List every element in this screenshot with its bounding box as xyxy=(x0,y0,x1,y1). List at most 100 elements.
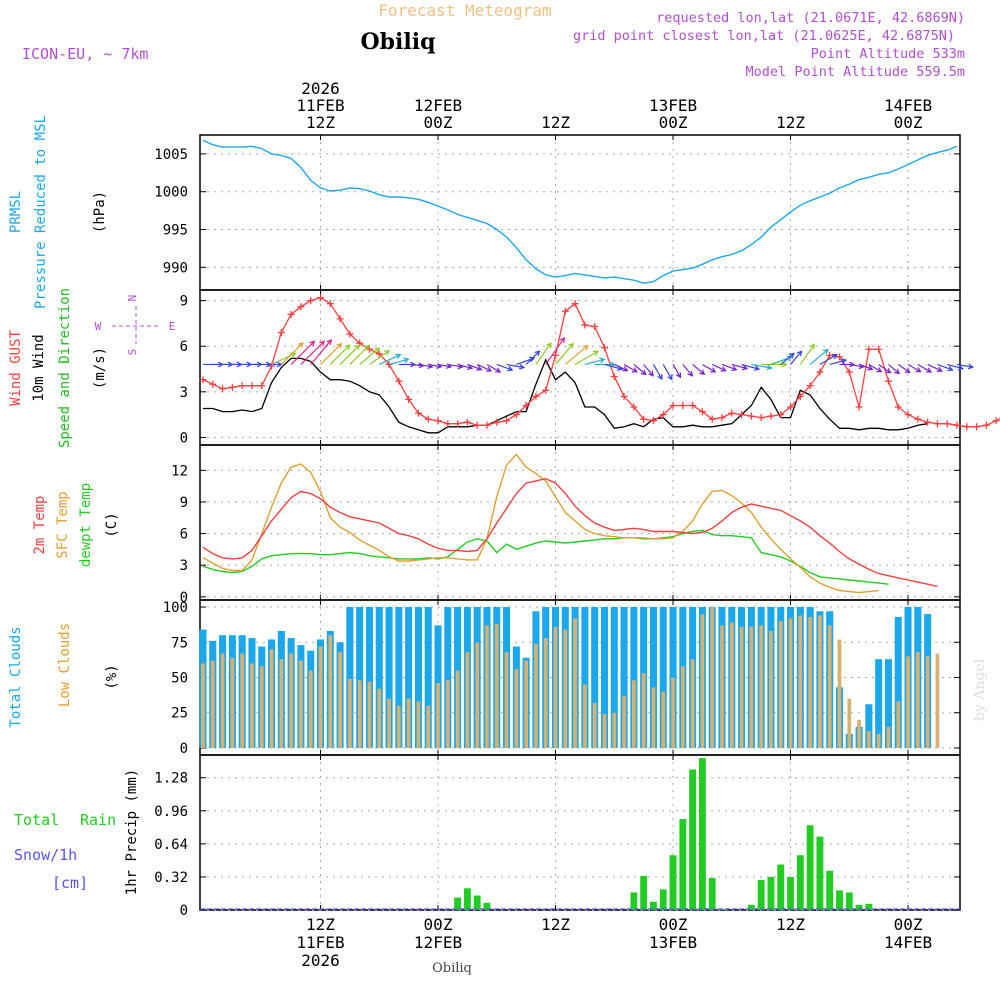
gust-marker xyxy=(297,303,305,311)
gust-marker xyxy=(630,403,638,411)
gust-marker xyxy=(679,401,687,409)
wind-direction-arrow xyxy=(927,363,943,372)
wind-direction-arrow xyxy=(662,364,673,381)
pressure-label-1: PRMSL xyxy=(8,191,24,233)
gust-marker xyxy=(845,368,853,376)
rain-bar xyxy=(679,819,687,910)
gust-marker xyxy=(483,421,491,429)
low-cloud-bar xyxy=(240,653,245,748)
low-cloud-bar xyxy=(925,656,930,748)
rain-bar xyxy=(463,888,471,910)
gust-marker xyxy=(503,417,511,425)
wind-direction-arrow xyxy=(897,363,911,374)
gust-marker xyxy=(444,420,452,428)
gust-marker xyxy=(669,401,677,409)
gust-marker xyxy=(600,344,608,352)
temp2m-label: 2m Temp xyxy=(32,495,48,554)
low-cloud-bar xyxy=(886,726,891,748)
total-cloud-bar xyxy=(875,659,883,748)
wind-direction-arrow xyxy=(907,363,922,373)
gust-marker xyxy=(982,421,990,429)
clouds-panel: 0 25 50 75 100 Total Clouds Low Clouds (%) b… xyxy=(8,599,988,757)
wind-direction-arrow xyxy=(809,348,829,365)
wind-direction-arrow xyxy=(917,363,933,373)
rain-bar xyxy=(777,864,785,910)
precip-rain-label: Rain xyxy=(80,811,116,829)
wind-direction-arrow xyxy=(672,364,682,379)
top-time-label: 11FEB xyxy=(296,96,344,115)
wind-direction-arrow xyxy=(388,357,410,366)
gust-marker xyxy=(884,377,892,385)
wind-direction-arrow xyxy=(799,343,816,365)
low-cloud-bar xyxy=(230,657,235,748)
temperature-panel: 0 3 6 9 12 2m Temp SFC Temp dewpt Temp (C) xyxy=(32,444,961,606)
rain-bar xyxy=(865,903,873,910)
wind-direction-arrow xyxy=(614,363,629,372)
wind-direction-arrow xyxy=(525,350,541,365)
pressure-series xyxy=(202,139,958,284)
point-altitude: Point Altitude 533m xyxy=(811,46,965,62)
gust-marker xyxy=(209,380,217,388)
gust-marker xyxy=(865,345,873,353)
bottom-time-label: 12Z xyxy=(306,915,335,934)
top-time-label: 14FEB xyxy=(884,96,932,115)
gust-marker xyxy=(317,294,325,302)
temperature-grid xyxy=(200,445,960,600)
gust-marker xyxy=(816,368,824,376)
wind-direction-arrow xyxy=(790,350,803,365)
gust-marker xyxy=(757,414,765,422)
low-cloud-bar xyxy=(396,705,401,748)
wind-direction-arrow xyxy=(339,344,361,365)
wind-direction-arrow xyxy=(290,340,316,365)
gust-marker xyxy=(228,383,236,391)
wind-direction-arrow xyxy=(329,344,351,365)
gust-marker xyxy=(640,415,648,423)
y-tick-label: 1000 xyxy=(154,185,188,201)
low-cloud-bar xyxy=(426,705,431,748)
low-cloud-bar xyxy=(534,643,538,748)
y-tick-label: 12 xyxy=(171,463,188,479)
y-tick-label: 1005 xyxy=(154,147,188,163)
wind-direction-arrow xyxy=(937,363,954,372)
wind-10m-line xyxy=(203,357,928,434)
wind-direction-arrow xyxy=(584,357,606,366)
precip-y-ticks: 0 0.32 0.64 0.96 1.28 xyxy=(154,771,188,919)
wind-direction-arrow xyxy=(692,364,706,376)
total-cloud-bar xyxy=(405,607,413,748)
compass-south: S xyxy=(126,349,139,356)
wind-gust-label: Wind GUST xyxy=(8,330,24,406)
y-tick-label: 6 xyxy=(180,527,188,543)
low-cloud-bar xyxy=(475,642,480,748)
gust-marker xyxy=(552,351,560,359)
total-cloud-bar xyxy=(610,607,618,748)
low-cloud-bar xyxy=(876,733,881,748)
top-time-label: 00Z xyxy=(424,113,453,132)
rain-bar xyxy=(826,870,834,910)
rain-bar xyxy=(640,875,648,910)
rain-bar xyxy=(630,892,638,910)
gust-marker xyxy=(512,411,520,419)
low-cloud-bar xyxy=(485,625,489,748)
low-cloud-bar xyxy=(367,681,372,748)
wind-series xyxy=(199,294,1000,434)
gust-marker xyxy=(875,345,883,353)
compass-rose: N S W E xyxy=(95,295,176,356)
bottom-time-label: 00Z xyxy=(894,915,923,934)
wind-direction-arrow xyxy=(300,340,326,365)
low-cloud-bar xyxy=(465,652,470,748)
low-cloud-bar xyxy=(250,663,254,748)
top-time-label: 00Z xyxy=(894,113,923,132)
rain-bar xyxy=(659,889,667,910)
pressure-label-2: Pressure Reduced to MSL xyxy=(33,115,49,309)
clouds-y-ticks: 0 25 50 75 100 xyxy=(163,600,188,757)
gust-marker xyxy=(787,403,795,411)
wind-direction-arrow xyxy=(555,342,574,365)
temperature-series xyxy=(202,453,938,594)
total-cloud-bar xyxy=(865,704,873,748)
precip-grid xyxy=(200,755,960,911)
low-cloud-bar xyxy=(210,660,215,748)
low-cloud-bar xyxy=(387,698,391,748)
rain-bar xyxy=(845,892,853,910)
wind-direction-arrow xyxy=(496,363,514,372)
gust-marker xyxy=(855,403,863,411)
